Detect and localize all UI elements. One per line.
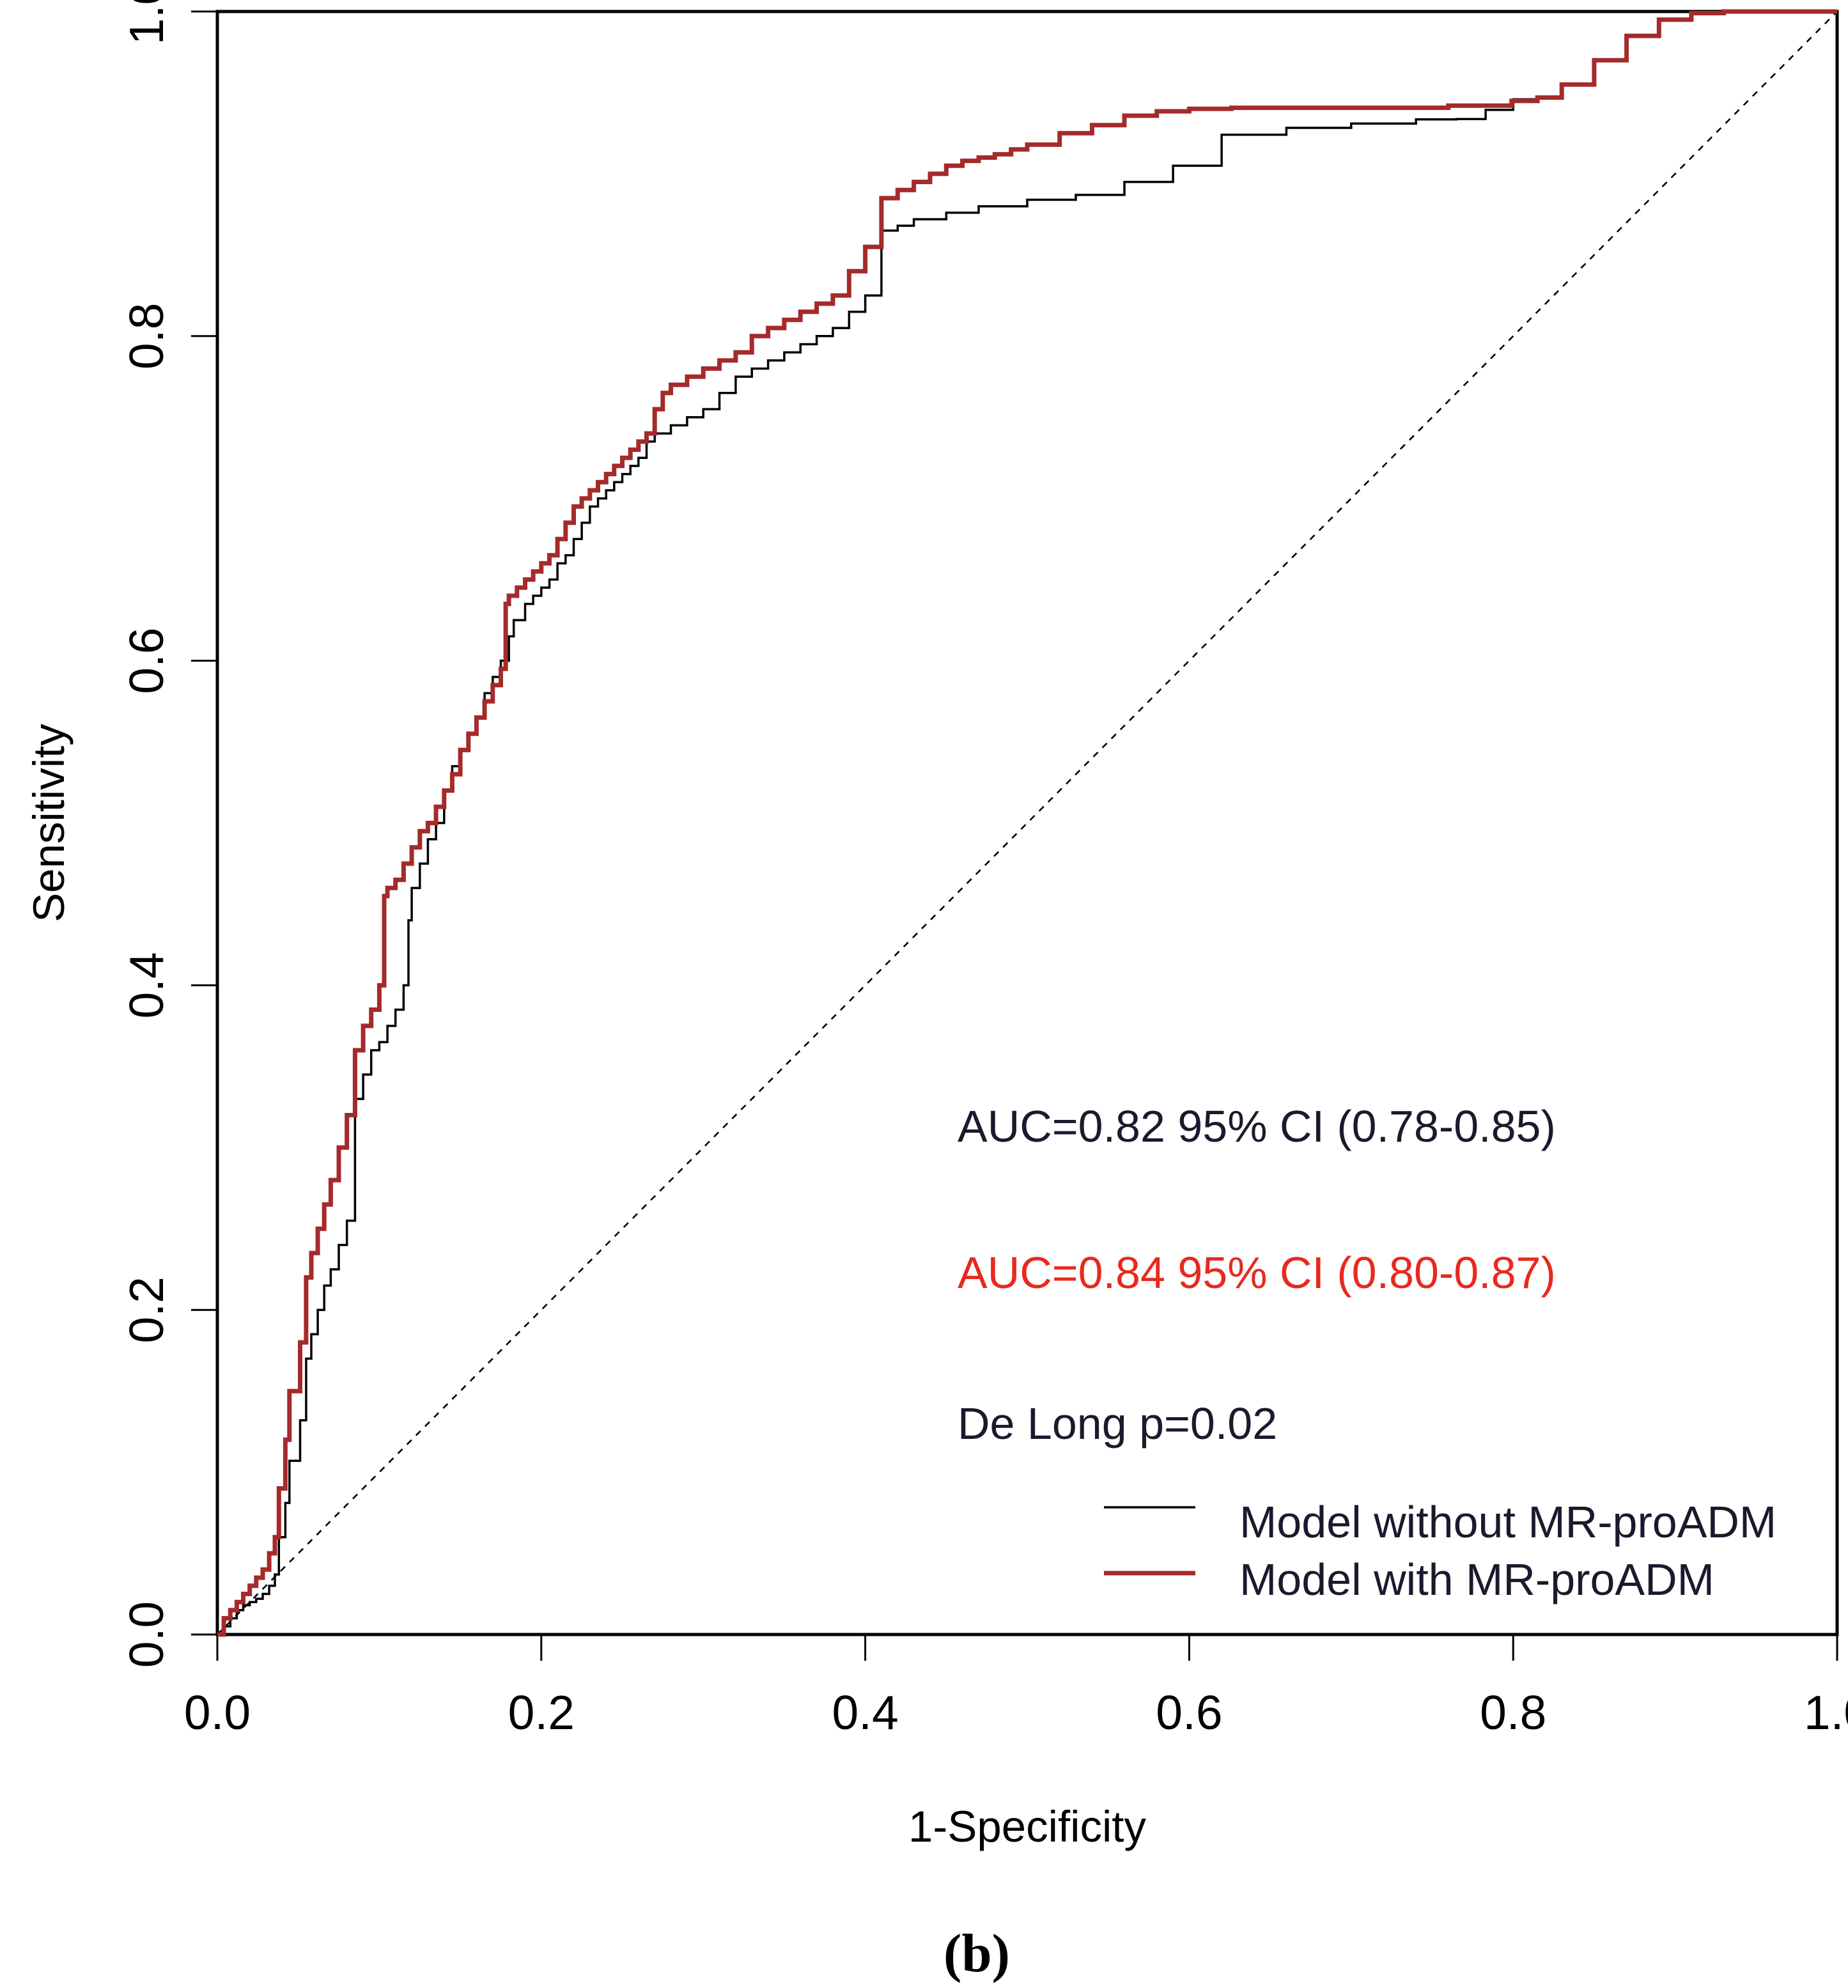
svg-text:1.0: 1.0 — [1804, 1686, 1848, 1739]
svg-text:Model without MR-proADM: Model without MR-proADM — [1239, 1497, 1776, 1547]
svg-text:0.4: 0.4 — [120, 952, 173, 1018]
svg-text:0.2: 0.2 — [508, 1686, 575, 1739]
svg-text:AUC=0.82 95% CI (0.78-0.85): AUC=0.82 95% CI (0.78-0.85) — [958, 1101, 1556, 1151]
svg-text:0.6: 0.6 — [120, 627, 173, 694]
svg-text:(b): (b) — [943, 1923, 1010, 1984]
svg-text:AUC=0.84 95% CI (0.80-0.87): AUC=0.84 95% CI (0.80-0.87) — [958, 1248, 1556, 1298]
svg-text:Model with MR-proADM: Model with MR-proADM — [1239, 1555, 1714, 1604]
svg-text:0.0: 0.0 — [120, 1601, 173, 1668]
svg-text:0.8: 0.8 — [120, 303, 173, 369]
svg-text:1.0: 1.0 — [120, 0, 173, 45]
svg-text:0.4: 0.4 — [832, 1686, 898, 1739]
svg-text:De Long p=0.02: De Long p=0.02 — [958, 1399, 1277, 1448]
svg-text:0.0: 0.0 — [184, 1686, 251, 1739]
svg-text:1-Specificity: 1-Specificity — [908, 1802, 1146, 1851]
svg-text:Sensitivity: Sensitivity — [24, 724, 74, 922]
svg-text:0.6: 0.6 — [1156, 1686, 1222, 1739]
svg-text:0.8: 0.8 — [1480, 1686, 1546, 1739]
svg-text:0.2: 0.2 — [120, 1277, 173, 1343]
